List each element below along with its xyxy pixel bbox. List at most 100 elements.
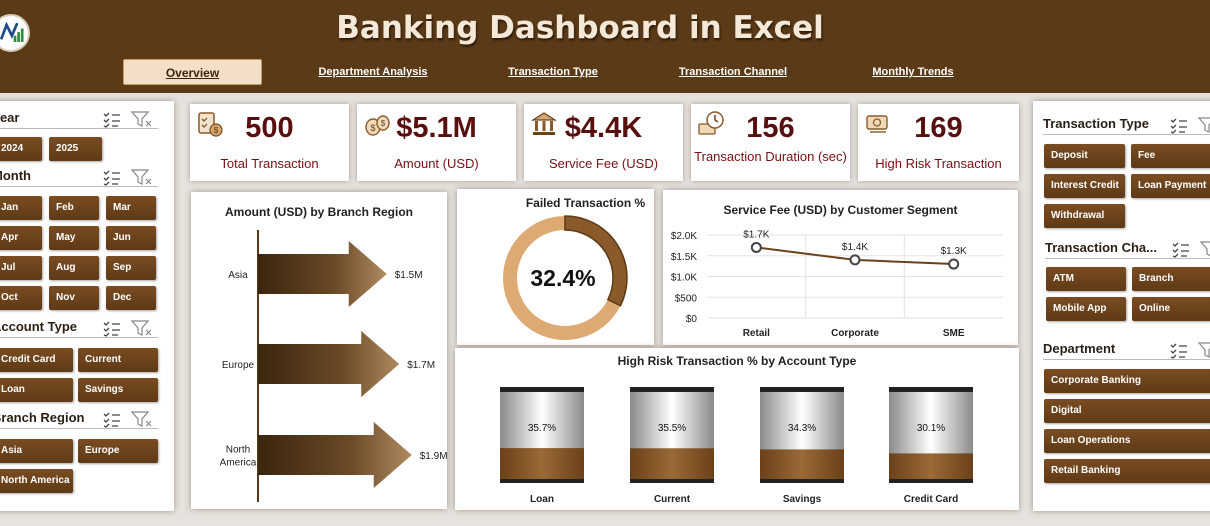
clear-filter-icon[interactable] <box>130 411 152 427</box>
slicer-year-2025[interactable]: 2025 <box>49 137 102 161</box>
branch-category-label: Asia <box>228 270 248 281</box>
branch-value-label: $1.5M <box>395 270 423 281</box>
slicer-region-europe[interactable]: Europe <box>78 439 158 463</box>
slicer-account-savings[interactable]: Savings <box>78 378 158 402</box>
slicer-month-jul[interactable]: Jul <box>0 256 42 280</box>
branch-value-label: $1.7M <box>407 360 435 371</box>
kpi-transaction-duration: 156 Transaction Duration (sec) <box>691 104 850 181</box>
slicer-month-oct[interactable]: Oct <box>0 286 42 310</box>
slicer-channel-online[interactable]: Online <box>1132 297 1210 321</box>
fee-value-label: $1.7K <box>743 229 769 240</box>
slicer-department-title: Department <box>1043 341 1116 356</box>
tab-transaction-channel[interactable]: Transaction Channel <box>678 66 788 78</box>
slicer-month-dec[interactable]: Dec <box>106 286 156 310</box>
risk-chart-svg: 35.7% Loan 35.5% Current 34.3% Savings 30.1% Cr… <box>500 387 973 505</box>
branch-arrow-bar <box>258 331 400 397</box>
chart-title: Service Fee (USD) by Customer Segment <box>723 203 958 217</box>
slicer-account-type-header: Account Type <box>0 318 158 338</box>
slicer-month-jan[interactable]: Jan <box>0 196 42 220</box>
left-slicer-panel: Year 2024 2025 Month Jan Feb Mar Apr May… <box>0 101 174 511</box>
slicer-dept-digital[interactable]: Digital <box>1044 399 1210 423</box>
svg-text:$: $ <box>381 119 386 128</box>
slicer-branch-region-header: Branch Region <box>0 409 158 429</box>
slicer-channel-atm[interactable]: ATM <box>1046 267 1126 291</box>
slicer-month-sep[interactable]: Sep <box>106 256 156 280</box>
clear-filter-icon[interactable] <box>1197 342 1210 358</box>
tab-department-analysis[interactable]: Department Analysis <box>318 66 428 78</box>
kpi-label: Transaction Duration (sec) <box>694 149 847 164</box>
tab-overview[interactable]: Overview <box>123 59 262 85</box>
slicer-month-title: Month <box>0 168 31 183</box>
slicer-dept-retail-banking[interactable]: Retail Banking <box>1044 459 1210 483</box>
risk-cylinder-base <box>889 479 973 483</box>
cash-alert-icon <box>864 110 892 138</box>
multi-select-icon[interactable] <box>1170 118 1187 134</box>
risk-category-label: Credit Card <box>904 494 958 505</box>
multi-select-icon[interactable] <box>103 170 120 186</box>
slicer-type-withdrawal[interactable]: Withdrawal <box>1044 204 1125 228</box>
kpi-value: 156 <box>746 112 795 144</box>
clear-filter-icon[interactable] <box>130 111 152 127</box>
clear-filter-icon[interactable] <box>1197 117 1210 133</box>
slicer-channel-mobile-app[interactable]: Mobile App <box>1046 297 1126 321</box>
slicer-month-may[interactable]: May <box>49 226 99 250</box>
kpi-value: 169 <box>914 112 963 144</box>
slicer-month-mar[interactable]: Mar <box>106 196 156 220</box>
slicer-region-asia[interactable]: Asia <box>0 439 73 463</box>
multi-select-icon[interactable] <box>103 412 120 428</box>
fee-chart-svg: $2.0K $1.5K $1.0K $500 $0 $1.7K Retail $1.4K Cor… <box>671 229 1003 339</box>
donut-chart-svg <box>503 215 628 340</box>
risk-value-label: 35.5% <box>658 423 686 434</box>
slicer-year-2024[interactable]: 2024 <box>0 137 42 161</box>
fee-data-point <box>750 241 762 253</box>
fee-value-label: $1.3K <box>941 246 967 257</box>
slicer-month-apr[interactable]: Apr <box>0 226 42 250</box>
multi-select-icon[interactable] <box>1172 242 1189 258</box>
slicer-transaction-type-title: Transaction Type <box>1043 116 1149 131</box>
kpi-amount-usd: $ $ $5.1M Amount (USD) <box>357 104 516 181</box>
slicer-type-deposit[interactable]: Deposit <box>1044 144 1125 168</box>
slicer-month-header: Month <box>0 167 158 187</box>
multi-select-icon[interactable] <box>103 321 120 337</box>
slicer-region-north-america[interactable]: North America <box>0 469 73 493</box>
slicer-account-current[interactable]: Current <box>78 348 158 372</box>
branch-category-label: Europe <box>222 360 255 371</box>
slicer-month-nov[interactable]: Nov <box>49 286 99 310</box>
risk-cylinder-base <box>500 479 584 483</box>
branch-arrow-bar <box>258 422 412 488</box>
slicer-month-feb[interactable]: Feb <box>49 196 99 220</box>
fee-category-label: SME <box>943 328 965 339</box>
fee-category-label: Retail <box>743 328 770 339</box>
slicer-dept-loan-operations[interactable]: Loan Operations <box>1044 429 1210 453</box>
slicer-type-interest-credit[interactable]: Interest Credit <box>1044 174 1125 198</box>
slicer-year-header: Year <box>0 109 158 129</box>
slicer-type-loan-payment[interactable]: Loan Payment <box>1131 174 1210 198</box>
slicer-type-fee[interactable]: Fee <box>1131 144 1210 168</box>
slicer-month-aug[interactable]: Aug <box>49 256 99 280</box>
risk-cylinder-cap <box>889 387 973 392</box>
kpi-label: Service Fee (USD) <box>548 156 659 171</box>
tab-transaction-type[interactable]: Transaction Type <box>508 66 598 78</box>
clear-filter-icon[interactable] <box>130 320 152 336</box>
slicer-year-icons <box>102 110 154 128</box>
multi-select-icon[interactable] <box>1170 343 1187 359</box>
slicer-dept-corporate-banking[interactable]: Corporate Banking <box>1044 369 1210 393</box>
slicer-channel-branch[interactable]: Branch <box>1132 267 1210 291</box>
slicer-account-loan[interactable]: Loan <box>0 378 73 402</box>
fee-ytick-label: $500 <box>675 293 698 304</box>
slicer-transaction-channel-title: Transaction Cha... <box>1045 240 1157 255</box>
multi-select-icon[interactable] <box>103 112 120 128</box>
slicer-branch-region-icons <box>102 410 154 428</box>
clock-money-icon <box>697 110 725 138</box>
slicer-month-icons <box>102 168 154 186</box>
risk-cylinder-base <box>630 479 714 483</box>
chart-failed-transaction: Failed Transaction % 32.4% <box>457 189 654 345</box>
tab-monthly-trends[interactable]: Monthly Trends <box>872 66 954 78</box>
slicer-account-credit-card[interactable]: Credit Card <box>0 348 73 372</box>
clear-filter-icon[interactable] <box>130 169 152 185</box>
slicer-month-jun[interactable]: Jun <box>106 226 156 250</box>
slicer-branch-region-title: Branch Region <box>0 410 85 425</box>
clear-filter-icon[interactable] <box>1199 241 1210 257</box>
risk-value-label: 34.3% <box>788 423 816 434</box>
slicer-year-title: Year <box>0 110 20 125</box>
